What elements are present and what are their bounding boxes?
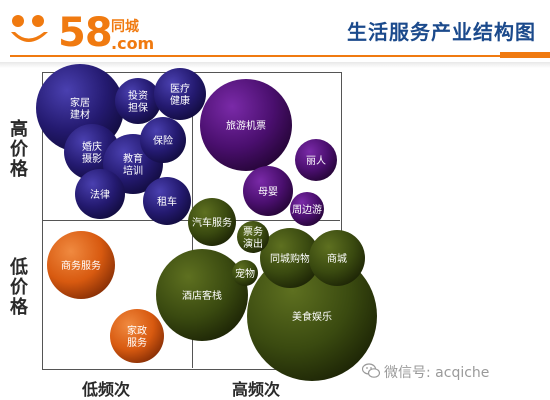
bubble-circle [232, 260, 258, 286]
bubble-circle [154, 68, 206, 120]
bubble-label: 婚庆 [82, 140, 102, 153]
header-rule-accent [500, 52, 550, 58]
bubble-label: 租车 [157, 195, 177, 208]
y-axis-high-label: 高价格 [10, 119, 28, 180]
bubble-商务服务: 商务服务 [47, 231, 115, 299]
bubble-circle [115, 78, 161, 124]
bubble-label: 商务服务 [61, 259, 101, 272]
bubble-label: 演出 [243, 237, 263, 250]
bubble-酒店客栈: 酒店客栈 [156, 249, 248, 341]
bubble-circle [188, 198, 236, 246]
logo-com-text: .com [111, 34, 155, 53]
bubble-circle [260, 228, 320, 288]
header: 58 同城 .com 生活服务产业结构图 [0, 0, 550, 68]
bubble-label: 同城购物 [270, 252, 310, 265]
bubble-circle [200, 79, 292, 171]
bubble-label: 教育 [123, 152, 143, 165]
y-axis-low-label: 低价格 [10, 257, 28, 318]
bubble-label: 家居 [70, 96, 90, 109]
logo-number: 58 [58, 10, 113, 56]
bubble-label: 医疗 [170, 82, 190, 95]
bubble-circle [243, 166, 293, 216]
bubble-label: 母婴 [258, 186, 278, 198]
logo-cn-text: 同城 [111, 19, 139, 35]
bubble-label: 旅游机票 [226, 119, 266, 132]
bubble-同城购物: 同城购物 [260, 228, 320, 288]
header-rule [10, 55, 500, 57]
bubble-circle [110, 309, 164, 363]
bubble-label: 家政 [127, 324, 147, 337]
bubble-label: 担保 [128, 101, 148, 114]
bubble-商城: 商城 [309, 230, 365, 286]
header-shadow [0, 62, 550, 68]
bubble-label: 法律 [90, 188, 110, 201]
bubble-circle [290, 192, 324, 226]
bubble-租车: 租车 [143, 177, 191, 225]
bubble-label: 服务 [127, 336, 147, 349]
bubble-label: 票务 [243, 225, 263, 238]
bubble-丽人: 丽人 [295, 139, 337, 181]
bubble-circle [143, 177, 191, 225]
bubble-母婴: 母婴 [243, 166, 293, 216]
bubble-label: 宠物 [235, 267, 255, 280]
bubble-周边游: 周边游 [290, 192, 324, 226]
smiley-logo-icon [11, 15, 48, 42]
bubble-label: 商城 [327, 252, 347, 265]
bubble-label: 健康 [170, 94, 190, 107]
bubble-label: 汽车服务 [192, 216, 232, 229]
bubble-label: 丽人 [306, 155, 326, 167]
bubble-circle [75, 169, 125, 219]
bubble-label: 投资 [128, 89, 148, 102]
bubble-circle [47, 231, 115, 299]
wechat-icon [362, 363, 380, 378]
bubble-circle [309, 230, 365, 286]
x-axis-low-label: 低频次 [82, 380, 131, 399]
bubble-circle [237, 221, 269, 253]
bubble-circle [156, 249, 248, 341]
bubble-label: 保险 [153, 134, 173, 147]
bubble-circle [140, 117, 186, 163]
bubble-label: 摄影 [82, 152, 102, 165]
page-title: 生活服务产业结构图 [347, 20, 536, 44]
logo-58-tongcheng: 58 同城 .com [8, 10, 168, 56]
bubble-circle [295, 139, 337, 181]
x-axis-high-label: 高频次 [232, 380, 281, 399]
bubble-label: 培训 [123, 164, 143, 177]
bubble-label: 美食娱乐 [292, 310, 332, 323]
bubble-label: 酒店客栈 [182, 289, 222, 302]
bubble-label: 建材 [70, 108, 90, 121]
bubble-汽车服务: 汽车服务 [188, 198, 236, 246]
watermark-text: 微信号: acqiche [384, 365, 490, 381]
bubble-保险: 保险 [140, 117, 186, 163]
bubble-旅游机票: 旅游机票 [200, 79, 292, 171]
bubble-法律: 法律 [75, 169, 125, 219]
bubble-宠物: 宠物 [232, 260, 258, 286]
bubble-label: 周边游 [292, 203, 322, 216]
